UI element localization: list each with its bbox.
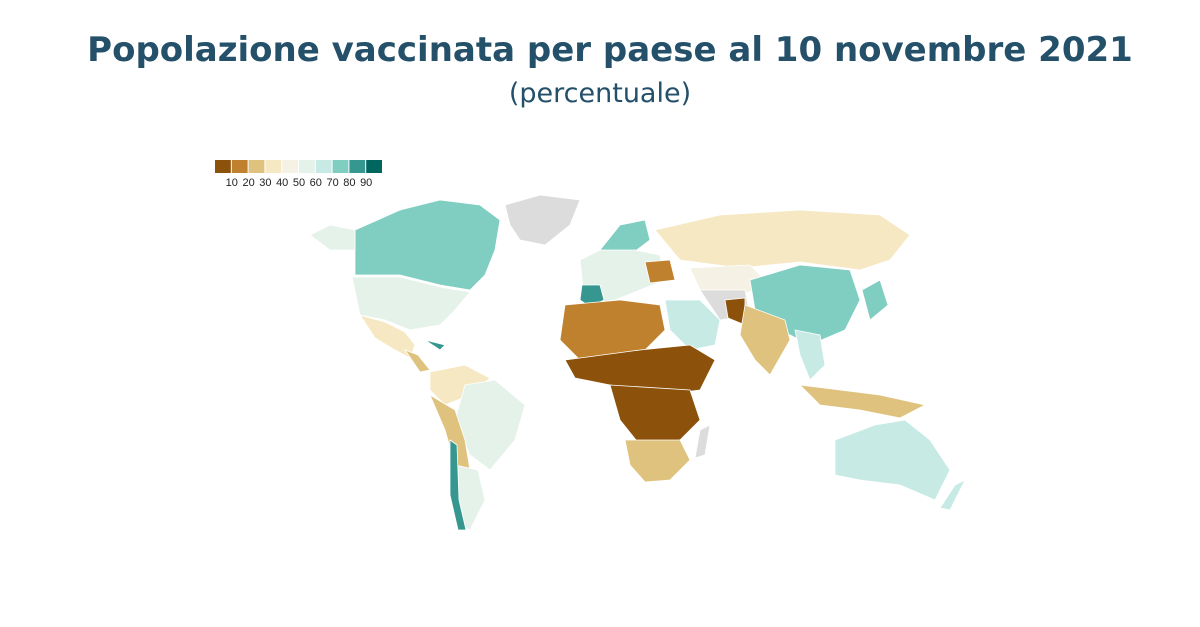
australia — [834, 419, 951, 501]
central-africa — [609, 384, 701, 446]
sahel — [564, 344, 716, 396]
legend-label: 60 — [310, 177, 322, 189]
russia — [654, 209, 911, 271]
legend-label: 80 — [343, 177, 355, 189]
mexico — [359, 314, 416, 359]
legend-swatch — [215, 160, 231, 173]
legend-label: 50 — [293, 177, 305, 189]
legend-swatch — [315, 160, 332, 173]
legend-swatch — [282, 160, 298, 173]
central-america — [403, 349, 431, 373]
middle-east — [664, 299, 721, 351]
legend-label: 30 — [259, 177, 271, 189]
title: Popolazione vaccinata per paese al 10 no… — [87, 30, 1133, 70]
north-africa — [559, 299, 666, 361]
world-map — [309, 194, 966, 531]
se-asia — [794, 329, 826, 381]
legend-swatch — [248, 160, 265, 173]
legend-label: 70 — [326, 177, 338, 189]
legend-label: 40 — [276, 177, 288, 189]
legend: 10 20 30 40 50 60 70 80 90 — [215, 160, 382, 189]
legend-label: 10 — [226, 177, 238, 189]
legend-swatch — [366, 160, 382, 173]
legend-swatch — [231, 160, 248, 173]
legend-swatch — [349, 160, 366, 173]
subtitle: (percentuale) — [508, 78, 692, 109]
greenland — [504, 194, 581, 246]
legend-label: 90 — [360, 177, 372, 189]
japan-korea — [861, 279, 889, 321]
canada — [354, 199, 501, 291]
chile — [449, 439, 467, 531]
new-zealand — [939, 479, 966, 511]
legend-label: 20 — [242, 177, 254, 189]
legend-swatch — [299, 160, 315, 173]
indonesia — [798, 384, 927, 419]
india — [739, 304, 791, 376]
ukraine — [644, 259, 676, 284]
legend-swatch — [332, 160, 349, 173]
usa — [351, 276, 471, 331]
caribbean — [424, 339, 446, 351]
legend-swatch — [265, 160, 282, 173]
madagascar — [694, 424, 711, 459]
alaska — [309, 224, 356, 251]
southern-africa — [624, 439, 691, 483]
